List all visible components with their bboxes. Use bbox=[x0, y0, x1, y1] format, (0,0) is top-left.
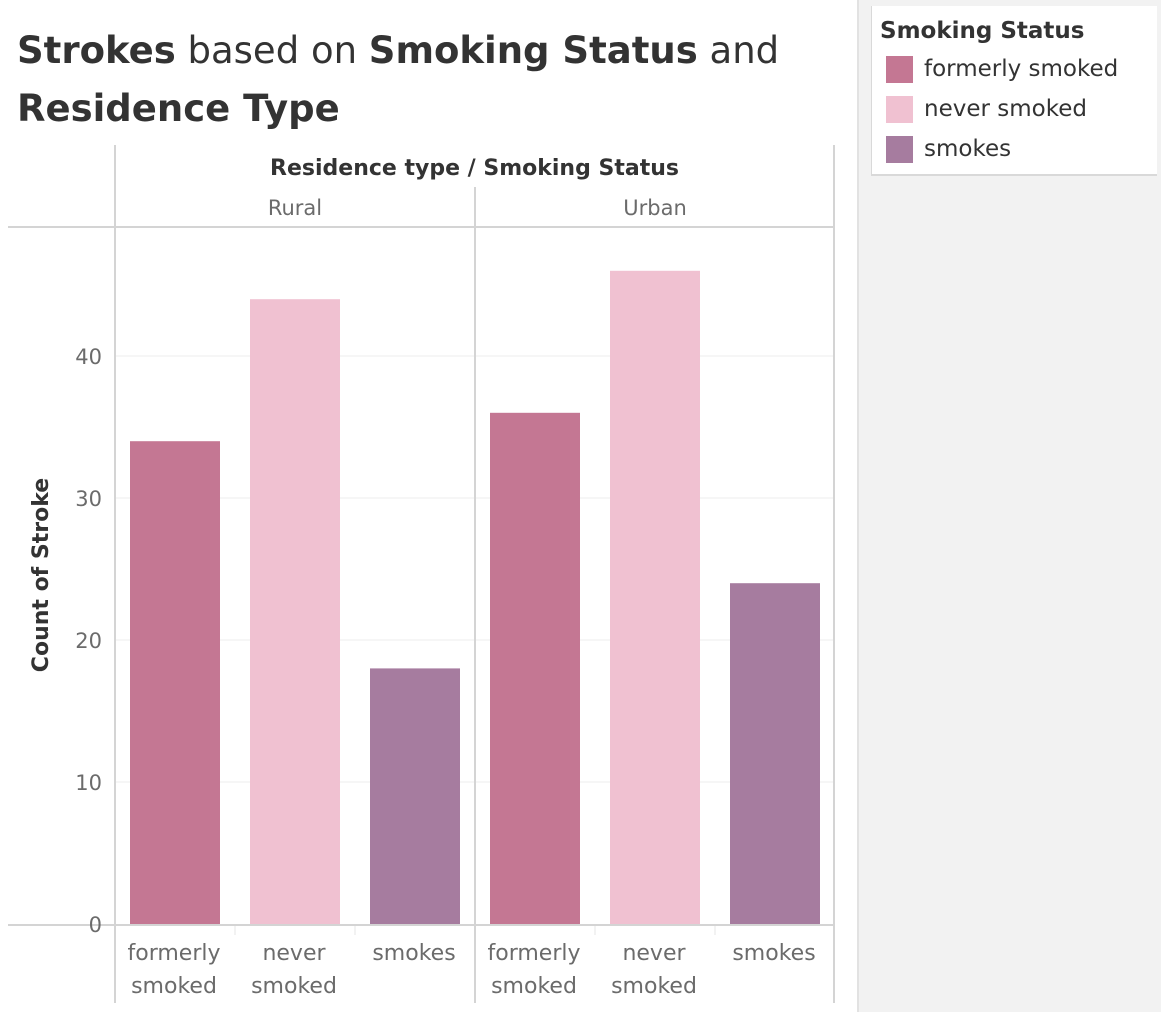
x-tick-label-urban-formerly-smoked: formerly smoked bbox=[487, 941, 580, 999]
legend-title: Smoking Status bbox=[880, 18, 1085, 44]
bar-rural-smokes bbox=[370, 668, 460, 924]
y-tick-label-20: 20 bbox=[75, 629, 102, 653]
legend-item-smokes[interactable]: smokes bbox=[886, 136, 1146, 164]
y-axis-title: Count of Stroke bbox=[29, 478, 54, 672]
legend-label-never-smoked: never smoked bbox=[924, 96, 1087, 122]
title-residence-type: Residence Type bbox=[17, 87, 340, 130]
chart-title: Strokes based on Smoking Status and Resi… bbox=[17, 22, 837, 138]
x-tick-label-line: smokes bbox=[732, 941, 815, 966]
bar-urban-never-smoked bbox=[610, 270, 700, 924]
legend-label-formerly-smoked: formerly smoked bbox=[924, 56, 1119, 82]
title-strokes: Strokes bbox=[17, 29, 176, 72]
legend-swatch-smokes bbox=[886, 136, 913, 163]
column-header: Residence type / Smoking Status bbox=[270, 156, 679, 181]
x-tick-label-urban-smokes: smokes bbox=[732, 941, 815, 966]
y-tick-label-30: 30 bbox=[75, 487, 102, 511]
x-tick-label-rural-smokes: smokes bbox=[372, 941, 455, 966]
x-tick-label-rural-formerly-smoked: formerly smoked bbox=[127, 941, 220, 999]
x-tick-label-line: smoked bbox=[491, 974, 577, 999]
bar-urban-formerly-smoked bbox=[490, 412, 580, 924]
legend-swatch-never-smoked bbox=[886, 96, 913, 123]
legend: Smoking Status formerly smoked never smo… bbox=[871, 6, 1157, 176]
x-tick-label-urban-never-smoked: never smoked bbox=[611, 941, 697, 999]
legend-label-smokes: smokes bbox=[924, 136, 1012, 162]
y-tick-label-10: 10 bbox=[75, 771, 102, 795]
x-tick-label-line: never bbox=[622, 941, 686, 966]
x-tick-label-line: formerly bbox=[487, 941, 580, 966]
bar-urban-smokes bbox=[730, 583, 820, 924]
y-tick-label-40: 40 bbox=[75, 345, 102, 369]
panel-label-rural: Rural bbox=[268, 196, 322, 220]
x-tick-label-line: smoked bbox=[131, 974, 217, 999]
legend-swatch-formerly-smoked bbox=[886, 56, 913, 83]
bar-chart: Residence type / Smoking Status Rural Urba… bbox=[8, 145, 835, 1003]
title-connector-1: based on bbox=[175, 29, 369, 72]
title-smoking-status: Smoking Status bbox=[368, 29, 698, 72]
x-tick-label-line: formerly bbox=[127, 941, 220, 966]
x-tick-label-line: never bbox=[262, 941, 326, 966]
legend-item-never-smoked[interactable]: never smoked bbox=[886, 96, 1146, 124]
title-connector-2: and bbox=[697, 29, 780, 72]
y-tick-label-0: 0 bbox=[89, 913, 102, 937]
x-tick-label-line: smoked bbox=[251, 974, 337, 999]
side-panel-divider bbox=[857, 0, 859, 1012]
x-tick-label-line: smokes bbox=[372, 941, 455, 966]
legend-item-formerly-smoked[interactable]: formerly smoked bbox=[886, 56, 1146, 84]
bar-rural-formerly-smoked bbox=[130, 441, 220, 924]
x-tick-label-line: smoked bbox=[611, 974, 697, 999]
bar-rural-never-smoked bbox=[250, 299, 340, 924]
panel-label-urban: Urban bbox=[623, 196, 687, 220]
x-tick-label-rural-never-smoked: never smoked bbox=[251, 941, 337, 999]
